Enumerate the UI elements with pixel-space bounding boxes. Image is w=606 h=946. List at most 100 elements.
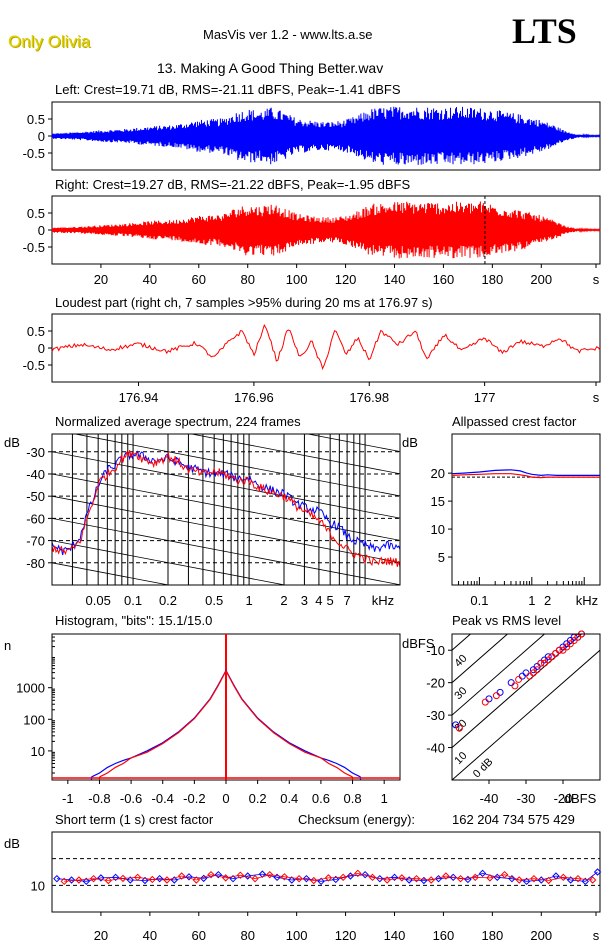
peak-rms-left-point xyxy=(507,679,515,687)
short-term-right-point xyxy=(530,874,538,883)
peak-rms-xtick-label: -20 xyxy=(554,791,573,806)
right-waveform-xtick-label: s xyxy=(593,272,600,287)
short-term-right-point xyxy=(295,874,303,883)
peak-rms-right-point xyxy=(555,646,563,654)
short-term-right-point xyxy=(266,870,274,879)
right-waveform-xtick-label: 80 xyxy=(240,272,254,287)
right-waveform-title: Right: Crest=19.27 dB, RMS=-21.22 dBFS, … xyxy=(55,177,411,192)
peak-rms-diagonal xyxy=(452,634,509,684)
short-term-right-point xyxy=(177,872,186,880)
loudest-xtick-label: s xyxy=(593,390,600,405)
short-term-ylabel: dB xyxy=(4,836,20,851)
short-term-xtick-label: 200 xyxy=(530,928,552,943)
loudest-xtick-label: 176.96 xyxy=(234,390,274,405)
loudest-part-trace xyxy=(51,323,601,371)
spectrum-slope-line xyxy=(52,562,171,585)
right-waveform-xtick-label: 140 xyxy=(384,272,406,287)
peak-rms-left-point xyxy=(518,672,526,680)
lts-logo: LTS xyxy=(512,11,577,51)
peak-rms-xtick-label: -30 xyxy=(517,791,536,806)
short-term-right-point xyxy=(310,876,318,885)
spectrum-slope-line xyxy=(52,540,287,585)
spectrum-xtick-label: kHz xyxy=(372,593,394,608)
short-term-right-point xyxy=(89,874,98,883)
peak-rms-right-point xyxy=(511,682,519,690)
peak-rms-right-point xyxy=(492,692,500,700)
short-term-right-point xyxy=(207,870,215,879)
peak-rms-left-point xyxy=(485,695,493,703)
short-term-left-point xyxy=(185,873,193,881)
peak-rms-diagonal-label: 40 xyxy=(452,653,469,670)
peak-rms-right-point xyxy=(455,724,463,732)
histogram-xtick-label: -1 xyxy=(62,791,74,806)
short-term-right-point xyxy=(456,874,465,883)
short-term-right-point xyxy=(486,874,494,882)
short-term-right-point xyxy=(427,876,435,884)
histogram-xtick-label: 0.8 xyxy=(344,791,362,806)
short-term-left-point xyxy=(332,875,340,884)
spectrum-slope-line xyxy=(52,363,400,429)
short-term-right-point xyxy=(280,873,289,881)
histogram-ytick-label: 100 xyxy=(23,712,45,727)
short-term-title: Short term (1 s) crest factor xyxy=(55,812,214,827)
crest-ytick-label: 15 xyxy=(431,494,445,509)
peak-rms-right-point xyxy=(552,649,560,657)
short-term-left-point xyxy=(97,874,105,882)
peak-rms-ytick-label: -20 xyxy=(426,676,445,691)
left-waveform-trace xyxy=(51,106,601,165)
short-term-left-point xyxy=(199,874,208,883)
short-term-left-point xyxy=(141,876,149,885)
checksum-value: 162 204 734 575 429 xyxy=(452,812,575,827)
loudest-xtick-label: 177 xyxy=(474,390,496,405)
peak-rms-ytick-label: -30 xyxy=(426,708,445,723)
right-waveform-ytick-label: -0.5 xyxy=(23,240,45,255)
short-term-right-point xyxy=(544,876,553,885)
peak-rms-right-point xyxy=(526,672,534,680)
short-term-right-point xyxy=(383,876,391,884)
short-term-right-trace xyxy=(64,872,593,882)
short-term-right-point xyxy=(412,874,421,883)
crest-ylabel: dB xyxy=(402,435,418,450)
crest-ytick-label: 10 xyxy=(431,522,445,537)
short-term-right-point xyxy=(559,873,568,882)
crest-left-trace xyxy=(451,469,600,477)
loudest-xtick-label: 176.98 xyxy=(349,390,389,405)
short-term-left-point xyxy=(390,873,399,882)
spectrum-slope-line xyxy=(52,517,400,585)
histogram-xtick-label: 0.6 xyxy=(312,791,330,806)
short-term-left-point xyxy=(376,874,384,883)
crest-factor-frame xyxy=(451,433,601,586)
right-waveform-xtick-label: 20 xyxy=(94,272,108,287)
file-title: 13. Making A Good Thing Better.wav xyxy=(157,60,384,76)
spectrum-xtick-label: 2 xyxy=(280,593,287,608)
short-term-right-point xyxy=(398,874,406,882)
spectrum-xtick-label: 0.2 xyxy=(159,593,177,608)
peak-rms-right-point xyxy=(481,698,489,706)
spectrum-right-trace xyxy=(52,450,400,568)
left-waveform-plot: 0.5 0 -0.5 xyxy=(23,101,601,171)
left-waveform-ytick-label: -0.5 xyxy=(23,146,45,161)
spectrum-xtick-label: 5 xyxy=(327,593,334,608)
short-term-xtick-label: 120 xyxy=(335,928,357,943)
peak-rms-left-point xyxy=(522,669,530,677)
short-term-right-point xyxy=(471,873,479,882)
right-waveform-trace xyxy=(51,201,601,259)
short-term-left-point xyxy=(126,876,134,884)
short-term-left-point xyxy=(258,870,267,878)
crest-right-trace xyxy=(451,473,600,479)
peak-rms-title: Peak vs RMS level xyxy=(452,613,562,628)
spectrum-xtick-label: 3 xyxy=(301,593,308,608)
histogram-title: Histogram, "bits": 15.1/15.0 xyxy=(55,613,213,628)
peak-rms-frame xyxy=(451,633,601,781)
loudest-ytick-label: 0 xyxy=(38,341,45,356)
right-waveform-xtick-label: 60 xyxy=(192,272,206,287)
left-waveform-ytick-label: 0.5 xyxy=(27,112,45,127)
crest-factor-title: Allpassed crest factor xyxy=(452,414,577,429)
short-term-xtick-label: s xyxy=(593,928,600,943)
brand-label: Only Olivia xyxy=(8,32,91,51)
spectrum-ytick-label: -60 xyxy=(26,511,45,526)
peak-rms-right-point xyxy=(533,666,541,674)
loudest-ytick-label: -0.5 xyxy=(23,358,45,373)
short-term-left-point xyxy=(229,874,237,883)
short-term-frame xyxy=(51,831,601,913)
